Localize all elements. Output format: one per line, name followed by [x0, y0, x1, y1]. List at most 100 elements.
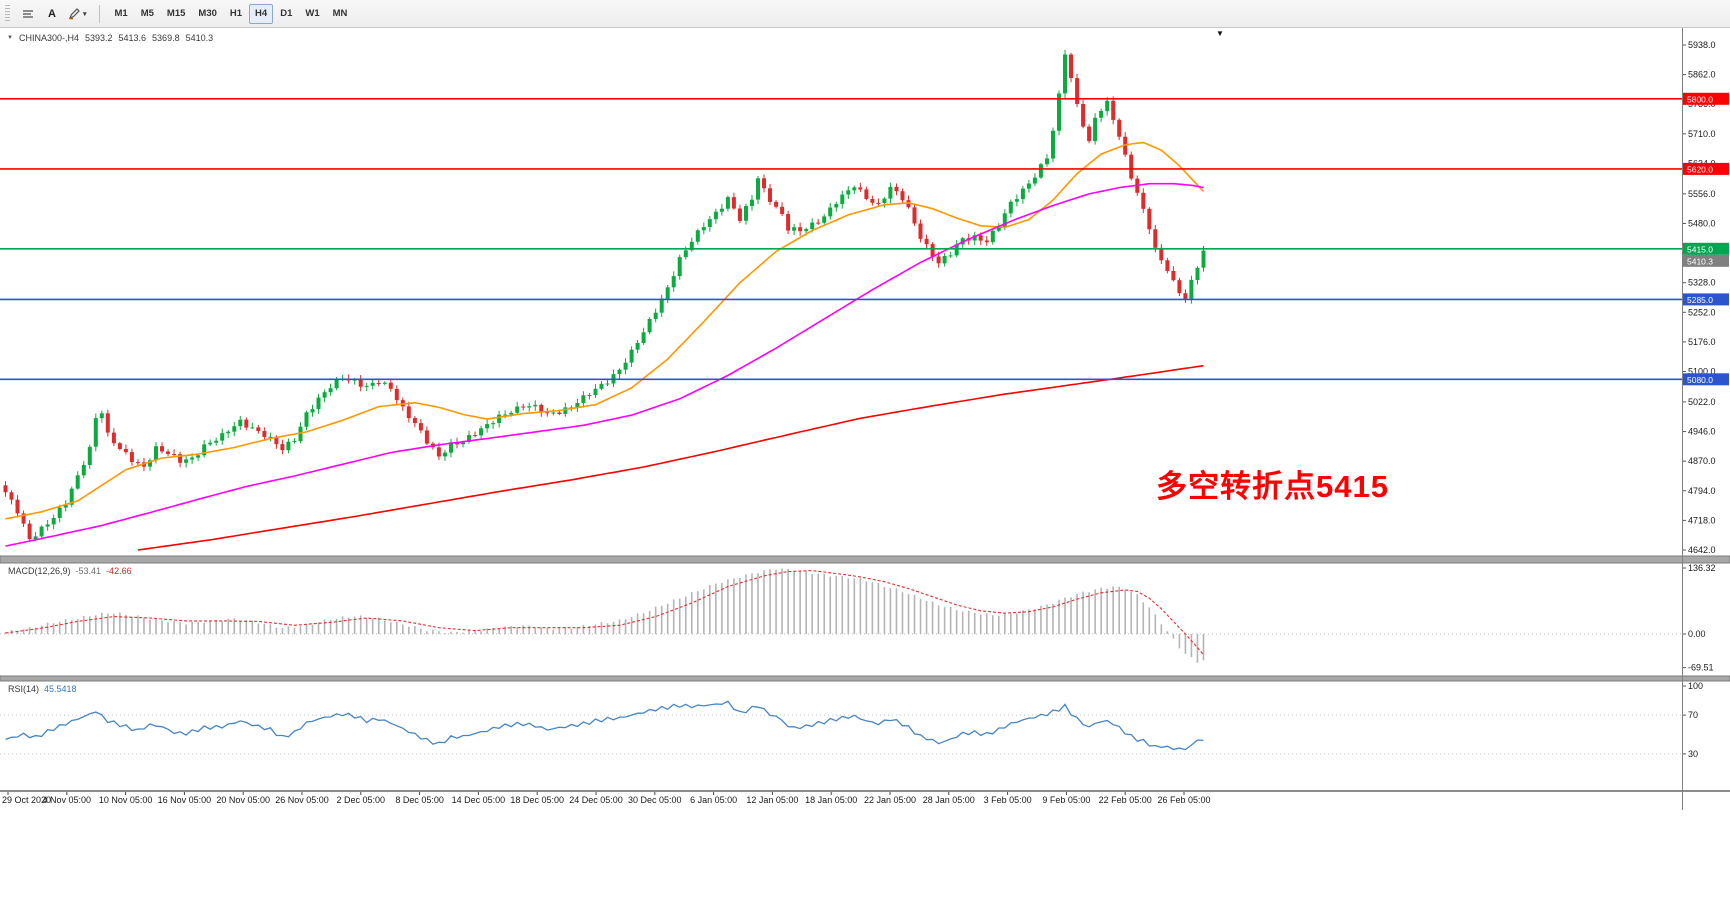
price-line-label: [1683, 162, 1729, 175]
line-studies-button[interactable]: [17, 3, 39, 25]
time-label: 10 Nov 05:00: [99, 795, 153, 805]
horizontal-lines-layer[interactable]: [0, 97, 1682, 381]
time-label: 4 Nov 05:00: [43, 795, 92, 805]
rsi-tick-label: 100: [1688, 681, 1703, 691]
macd-name: MACD(12,26,9): [8, 566, 71, 576]
time-label: 26 Feb 05:00: [1157, 795, 1210, 805]
timeframe-button-w1[interactable]: W1: [305, 8, 320, 19]
toolbar-separator: [98, 4, 100, 23]
time-label: 14 Dec 05:00: [452, 795, 506, 805]
price-tick-label: 4794.0: [1688, 486, 1716, 496]
price-tick-label: 5176.0: [1688, 337, 1716, 347]
macd-value-signal: -42.66: [106, 566, 132, 576]
symbol-title: CHINA300-,H4: [18, 33, 79, 43]
panel-separator[interactable]: [0, 555, 1730, 564]
rsi-value: 45.5418: [44, 684, 77, 694]
price-tick-label: 4642.0: [1688, 545, 1716, 555]
time-label: 2 Dec 05:00: [337, 795, 386, 805]
price-tick-label: 5710.0: [1688, 129, 1716, 139]
price-line-label: [1683, 373, 1729, 386]
timeframe-group: M1 M5 M15 M30 H1 H4 D1 W1 MN: [109, 3, 354, 24]
timeframe-button-m30[interactable]: M30: [198, 8, 217, 19]
time-label: 26 Nov 05:00: [275, 795, 329, 805]
macd-tick-label: -69.51: [1688, 663, 1714, 673]
price-tick-label: 5556.0: [1688, 189, 1716, 199]
ohlc-close: 5410.3: [185, 33, 214, 43]
rsi-tick-label: 70: [1688, 710, 1698, 720]
chart-plot-area[interactable]: [0, 28, 1682, 790]
price-tick-label: 5938.0: [1688, 40, 1716, 50]
timeframe-button-m15[interactable]: M15: [166, 8, 186, 19]
shift-marker-icon: ▼: [1216, 29, 1224, 38]
price-tick-label: 4946.0: [1688, 427, 1716, 437]
ohlc-low: 5369.8: [152, 33, 180, 43]
rsi-indicator-label: RSI(14) 45.5418: [8, 684, 77, 694]
current-price-label: [1683, 254, 1729, 267]
timeframe-button-h1[interactable]: H1: [229, 8, 243, 19]
price-line-label-text: 5800.0: [1687, 94, 1713, 104]
timeframe-button-mn[interactable]: MN: [332, 8, 348, 19]
price-tick-label: 5862.0: [1688, 70, 1716, 80]
timeframe-button-m5[interactable]: M5: [140, 8, 154, 19]
rsi-panel: [0, 700, 1682, 755]
time-label: 30 Dec 05:00: [628, 795, 682, 805]
time-label: 16 Nov 05:00: [158, 795, 212, 805]
time-label: 20 Nov 05:00: [216, 795, 270, 805]
macd-panel: [0, 568, 1682, 663]
chart-text-annotation: 多空转折点5415: [1156, 469, 1389, 504]
price-line-label-text: 5080.0: [1687, 375, 1713, 385]
toolbar: A ▾ M1 M5 M15 M30 H1 H4 D1 W1 MN: [0, 0, 1730, 28]
price-line-label: [1683, 92, 1729, 105]
rsi-tick-label: 30: [1688, 749, 1698, 759]
macd-tick-label: 136.32: [1688, 563, 1716, 573]
symbol-caret-icon[interactable]: ▼: [7, 35, 13, 41]
toolbar-grip[interactable]: [5, 4, 10, 23]
price-tick-label: 5328.0: [1688, 278, 1716, 288]
price-tick-label: 5100.0: [1688, 367, 1716, 377]
panel-separator[interactable]: [0, 675, 1730, 682]
price-tick-label: 5252.0: [1688, 307, 1716, 317]
price-tick-label: 5022.0: [1688, 397, 1716, 407]
macd-histogram: [4, 568, 1205, 663]
time-label: 24 Dec 05:00: [569, 795, 623, 805]
time-label: 9 Feb 05:00: [1042, 795, 1090, 805]
time-label: 18 Jan 05:00: [805, 795, 857, 805]
timeframe-button-h4[interactable]: H4: [249, 3, 274, 24]
time-label: 18 Dec 05:00: [510, 795, 564, 805]
time-label: 6 Jan 05:00: [690, 795, 737, 805]
rsi-name: RSI(14): [8, 684, 40, 694]
timeframe-button-m1[interactable]: M1: [114, 8, 128, 19]
time-axis-separator: [0, 790, 1730, 792]
macd-tick-label: 0.00: [1688, 629, 1706, 639]
brush-icon: [68, 8, 80, 20]
timeframe-button-d1[interactable]: D1: [280, 8, 293, 19]
text-tool-button[interactable]: A: [41, 3, 63, 25]
price-tick-label: 5480.0: [1688, 218, 1716, 228]
macd-indicator-label: MACD(12,26,9) -53.41 -42.66: [8, 566, 132, 576]
chevron-down-icon: ▾: [83, 10, 87, 18]
price-line-label-text: 5285.0: [1687, 295, 1713, 305]
current-price-label-text: 5410.3: [1687, 256, 1713, 266]
price-line-label: [1683, 242, 1729, 255]
price-tick-label: 4870.0: [1688, 456, 1716, 466]
draw-color-button[interactable]: ▾: [65, 3, 90, 25]
price-tick-label: 4718.0: [1688, 515, 1716, 525]
time-label: 22 Feb 05:00: [1099, 795, 1152, 805]
line-studies-icon: [23, 9, 33, 18]
time-label: 22 Jan 05:00: [864, 795, 916, 805]
candles-layer: [3, 49, 1206, 542]
time-label: 29 Oct 2020: [2, 795, 51, 805]
time-label: 8 Dec 05:00: [395, 795, 444, 805]
price-axis[interactable]: 5938.05862.05786.05710.05634.05556.05480…: [1682, 40, 1729, 759]
ohlc-high: 5413.6: [118, 33, 147, 43]
ohlc-open: 5393.2: [84, 33, 113, 43]
price-panel: [0, 49, 1682, 551]
time-label: 28 Jan 05:00: [923, 795, 975, 805]
price-line-label-text: 5415.0: [1687, 244, 1713, 254]
time-label: 12 Jan 05:00: [746, 795, 798, 805]
macd-value-main: -53.41: [75, 566, 102, 576]
price-line-label-text: 5620.0: [1687, 164, 1713, 174]
chart-header: ▼ CHINA300-,H4 5393.2 5413.6 5369.8 5410…: [7, 33, 213, 43]
